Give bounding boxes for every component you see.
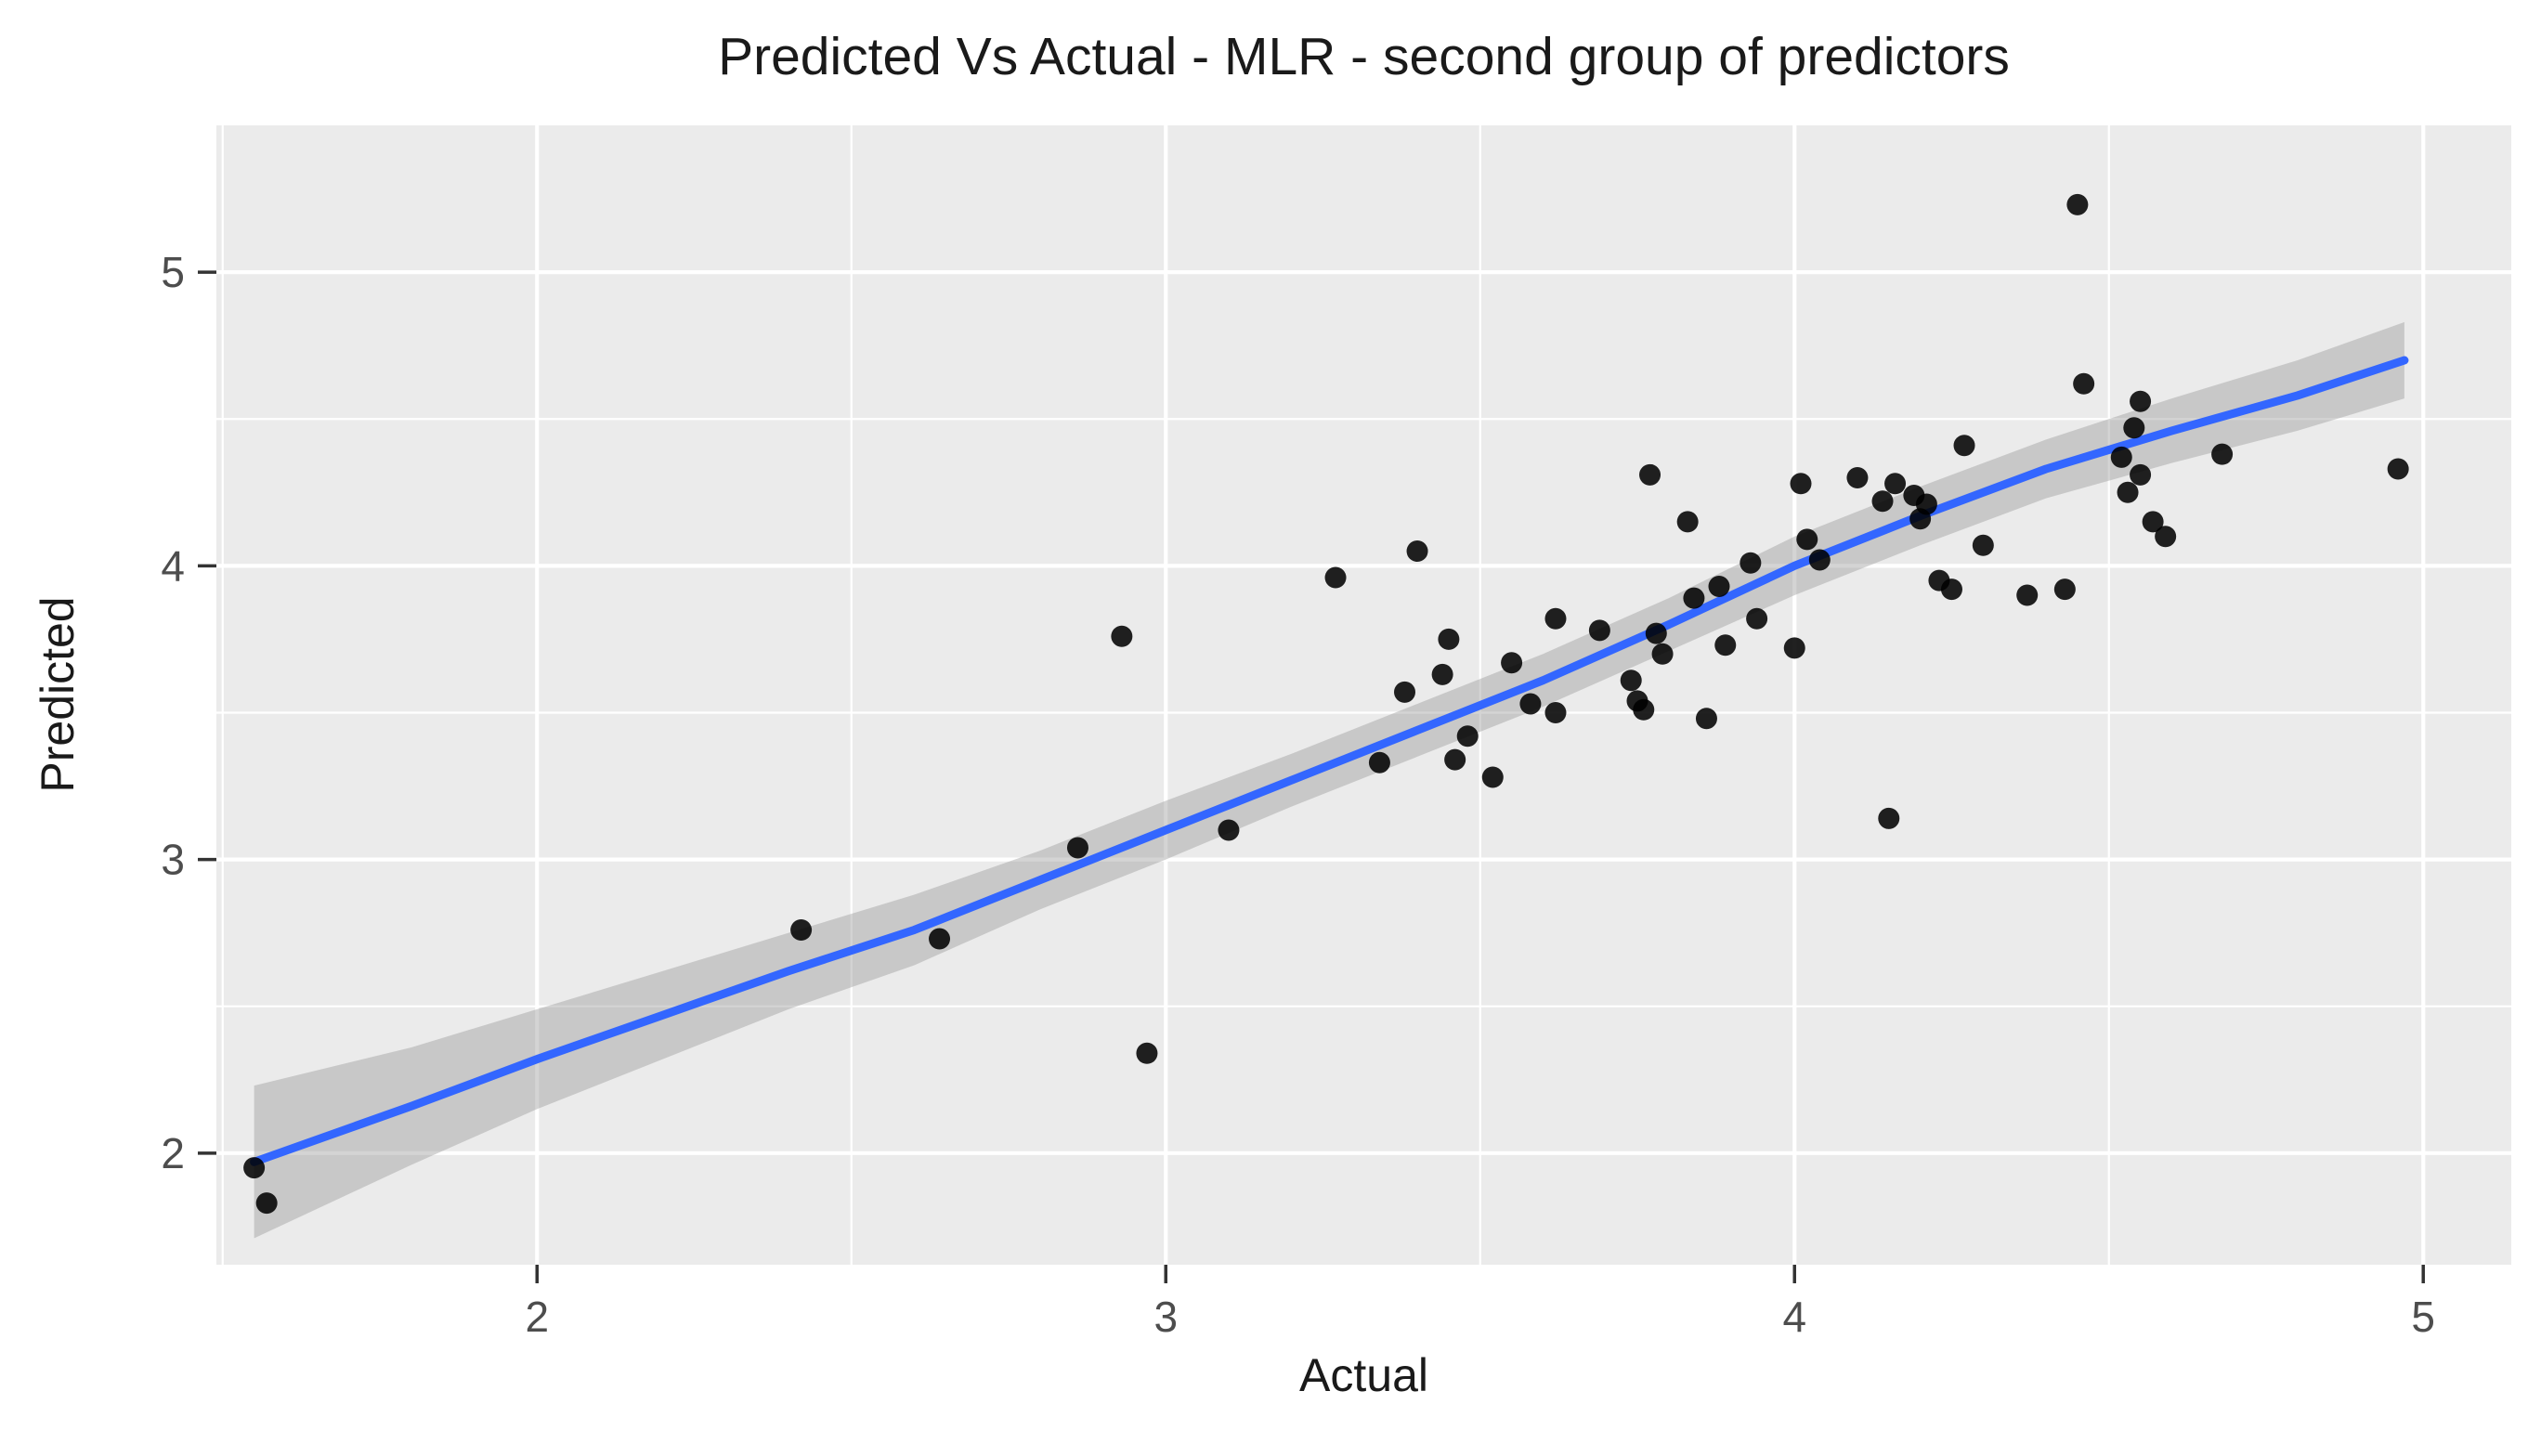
data-point (1884, 473, 1907, 495)
data-point (1456, 725, 1479, 748)
data-point (2387, 458, 2409, 480)
data-point (1972, 534, 1994, 556)
data-point (1588, 619, 1610, 642)
data-point (1708, 575, 1730, 597)
data-point (1740, 552, 1762, 574)
data-point (1111, 625, 1133, 647)
data-point (1645, 622, 1667, 644)
panel-background (216, 125, 2511, 1265)
data-point (1136, 1042, 1158, 1064)
data-point (1878, 807, 1900, 829)
data-point (2110, 446, 2132, 468)
y-tick-label: 5 (161, 248, 185, 296)
x-tick-label: 4 (1782, 1293, 1806, 1341)
data-point (2211, 443, 2234, 465)
data-point (1915, 493, 1937, 515)
data-point (2123, 417, 2145, 439)
data-point (2155, 526, 2177, 548)
data-point (1501, 652, 1523, 674)
data-point (1544, 701, 1567, 723)
data-point (1676, 511, 1699, 533)
data-point (1695, 708, 1717, 730)
data-point (929, 928, 951, 950)
data-point (1796, 528, 1818, 551)
data-point (2142, 511, 2164, 533)
data-point (2130, 463, 2152, 486)
data-point (1808, 549, 1831, 571)
data-point (2016, 584, 2039, 606)
data-point (1481, 766, 1504, 788)
data-point (1953, 435, 1975, 457)
data-point (2117, 481, 2139, 503)
data-point (2053, 578, 2076, 601)
data-point (2066, 193, 2089, 215)
data-point (243, 1157, 266, 1179)
data-point (1368, 751, 1390, 774)
data-point (1324, 566, 1347, 589)
data-point (1444, 748, 1466, 771)
y-tick-label: 3 (161, 836, 185, 884)
data-point (1431, 663, 1453, 685)
chart-title: Predicted Vs Actual - MLR - second group… (718, 27, 2010, 86)
y-tick-label: 4 (161, 541, 185, 590)
data-point (1438, 628, 1460, 650)
data-point (2130, 390, 2152, 412)
data-point (1790, 473, 1812, 495)
x-axis-title: Actual (1299, 1349, 1428, 1401)
data-point (1406, 540, 1428, 563)
regression-line (250, 356, 2409, 1166)
data-point (1871, 490, 1894, 513)
data-point (1683, 587, 1705, 609)
data-point (1651, 643, 1674, 665)
data-point (1519, 693, 1542, 715)
data-point (1940, 578, 1962, 601)
confidence-ribbon (254, 321, 2404, 1239)
data-point (1746, 607, 1768, 630)
data-point (1714, 634, 1737, 656)
data-point (1218, 819, 1240, 841)
x-tick-label: 3 (1153, 1293, 1178, 1341)
y-axis-title-text: Predicted (32, 596, 84, 793)
x-tick-label: 5 (2411, 1293, 2435, 1341)
x-tick-label: 2 (525, 1293, 549, 1341)
data-point (790, 918, 813, 941)
data-point (1544, 607, 1567, 630)
data-point (2073, 372, 2095, 395)
data-point (1066, 837, 1088, 859)
data-point (255, 1192, 278, 1215)
data-point (1633, 698, 1655, 721)
y-tick-label: 2 (161, 1129, 185, 1177)
data-point (1783, 637, 1805, 659)
data-point (1639, 463, 1661, 486)
data-point (1394, 681, 1416, 703)
data-point (1620, 670, 1642, 692)
data-point (1846, 466, 1869, 488)
